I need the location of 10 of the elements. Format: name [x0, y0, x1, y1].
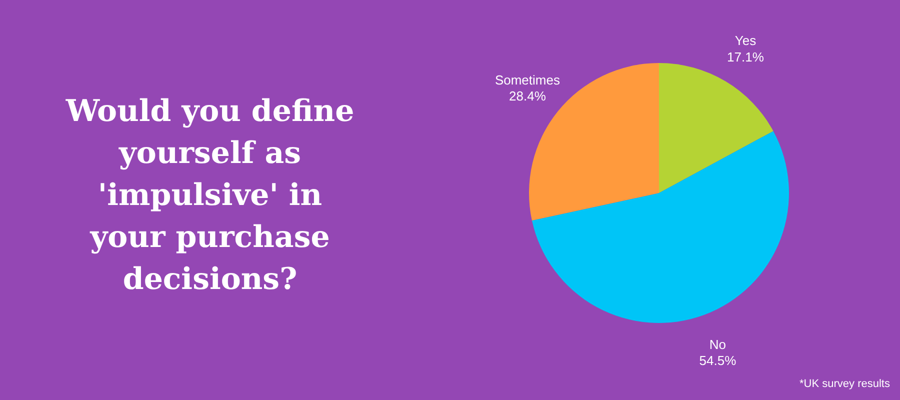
pie-slice — [532, 131, 789, 323]
data-label: 28.4% — [509, 88, 546, 104]
text: *UK survey results — [800, 378, 890, 390]
pie-slice — [659, 63, 774, 193]
slice-label: Yes — [734, 33, 757, 48]
data-label: 54.5% — [699, 353, 737, 368]
data-label: 17.1% — [727, 49, 764, 64]
slice-label: No — [709, 336, 726, 352]
text: Would you define yourself as 'impulsive' in your purchase decisions? — [64, 94, 354, 297]
slice-label: Sometimes — [494, 72, 560, 88]
